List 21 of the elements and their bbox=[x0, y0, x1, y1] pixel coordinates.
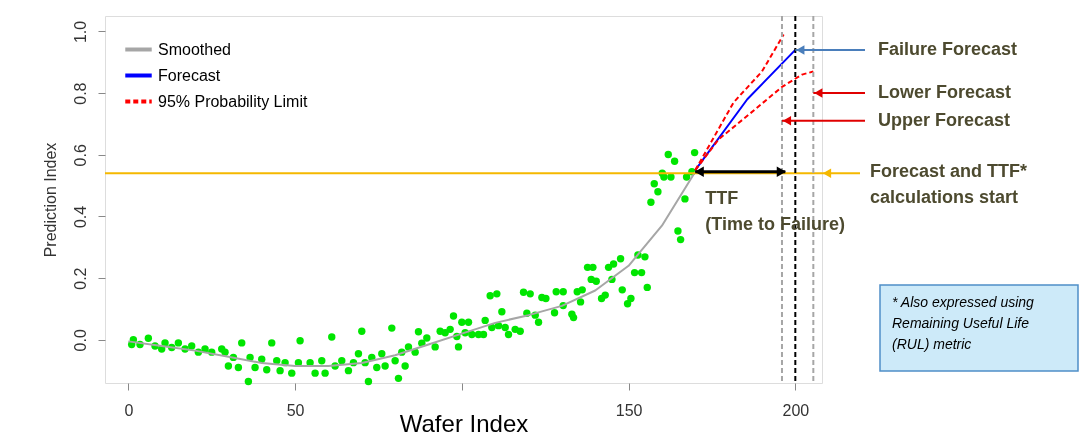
text: * Also expressed using Remaining Useful Life (RUL) metric bbox=[892, 294, 1035, 352]
x-axis-title: Wafer Index bbox=[399, 409, 529, 437]
y-tick-label: 0.2 bbox=[71, 267, 89, 290]
x-tick-label: 50 bbox=[286, 401, 305, 419]
y-tick-label: 0.0 bbox=[71, 329, 89, 352]
y-tick-label: 0.8 bbox=[71, 82, 89, 105]
x-tick-label: 150 bbox=[615, 401, 643, 419]
legend-label: Forecast bbox=[158, 66, 221, 84]
x-tick-label: 0 bbox=[124, 401, 134, 419]
y-axis-title: Prediction Index bbox=[41, 142, 59, 258]
y-tick-label: 1.0 bbox=[71, 20, 89, 44]
y-tick-label: 0.6 bbox=[71, 144, 89, 167]
legend-label: Smoothed bbox=[158, 40, 231, 58]
annotation: Upper Forecast bbox=[878, 109, 1011, 130]
annotation: TTF (Time to Failure) bbox=[705, 187, 845, 234]
annotation: Lower Forecast bbox=[878, 82, 1012, 103]
annotation: Forecast and TTF* calculations start bbox=[870, 161, 1028, 208]
legend-label: 95% Probability Limit bbox=[158, 92, 308, 110]
annotation: Failure Forecast bbox=[878, 38, 1018, 59]
x-tick-label: 200 bbox=[782, 401, 810, 419]
y-tick-label: 0.4 bbox=[71, 205, 89, 229]
